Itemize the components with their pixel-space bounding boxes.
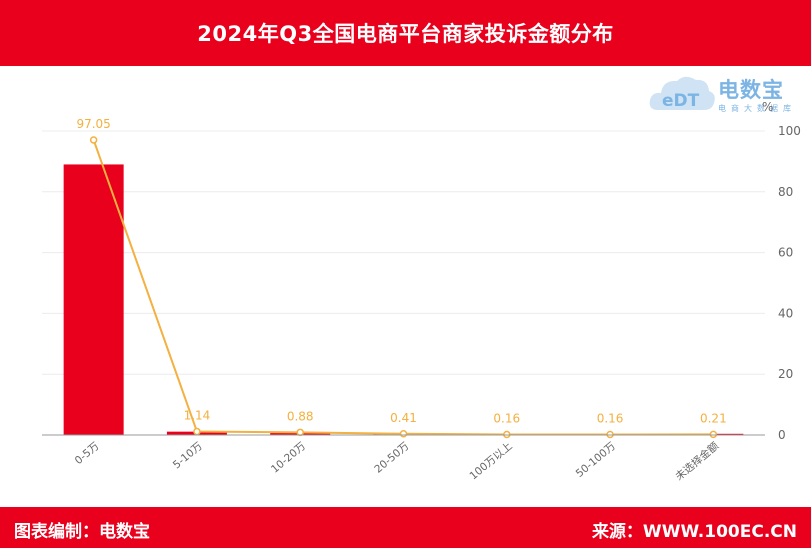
data-label: 0.16 bbox=[597, 412, 624, 426]
footer-banner: 图表编制：电数宝 来源：WWW.100EC.CN bbox=[0, 507, 811, 548]
line-point bbox=[193, 427, 201, 436]
chart-area: 97.05 1.14 0.88 0.41 0.16 0.16 0.21 0 20 40 60 80 1… bbox=[42, 100, 801, 483]
series-line bbox=[92, 139, 714, 436]
logo-name: 电数宝 bbox=[718, 78, 784, 102]
x-tick-label: 0-5万 bbox=[73, 440, 102, 467]
footer-source: 来源：WWW.100EC.CN bbox=[591, 522, 797, 542]
logo: eDT 电数宝 电商大数据库 bbox=[648, 70, 808, 120]
line-point bbox=[709, 430, 718, 439]
header-banner: 2024年Q3全国电商平台商家投诉金额分布 bbox=[0, 0, 811, 66]
chart-title: 2024年Q3全国电商平台商家投诉金额分布 bbox=[197, 22, 614, 46]
logo-subtitle: 电商大数据库 bbox=[718, 104, 796, 113]
axes: 0 20 40 60 80 100 0-5万 5-10万 10-20万 20-50万 100万以上 5… bbox=[42, 124, 801, 483]
data-label: 0.16 bbox=[493, 412, 520, 426]
line-point bbox=[296, 428, 304, 437]
data-label: 0.88 bbox=[287, 409, 314, 423]
data-label: 1.14 bbox=[184, 409, 211, 423]
line-series: 97.05 1.14 0.88 0.41 0.16 0.16 0.21 bbox=[76, 117, 727, 439]
y-tick-label: 100 bbox=[778, 124, 801, 138]
y-axis-unit: % bbox=[762, 100, 773, 114]
footer-credit: 图表编制：电数宝 bbox=[14, 522, 150, 542]
y-tick-label: 40 bbox=[778, 306, 793, 320]
line-point bbox=[89, 136, 98, 144]
x-tick-label: 5-10万 bbox=[171, 440, 205, 471]
x-tick-label: 10-20万 bbox=[269, 440, 308, 476]
logo-mark: eDT bbox=[662, 91, 700, 111]
line-point bbox=[399, 430, 408, 438]
y-tick-label: 80 bbox=[778, 185, 793, 199]
x-tick-label: 20-50万 bbox=[372, 440, 411, 476]
data-label: 0.41 bbox=[390, 411, 417, 425]
data-label: 97.05 bbox=[76, 117, 110, 131]
y-tick-label: 20 bbox=[778, 367, 793, 381]
y-tick-label: 0 bbox=[778, 428, 786, 442]
y-tick-label: 60 bbox=[778, 246, 793, 260]
bar bbox=[63, 164, 124, 435]
x-tick-label: 50-100万 bbox=[574, 440, 618, 480]
data-label: 0.21 bbox=[700, 411, 727, 425]
cloud-logo-icon: eDT bbox=[649, 76, 715, 111]
bar-series bbox=[63, 164, 744, 435]
x-tick-label: 100万以上 bbox=[468, 440, 515, 482]
grid bbox=[42, 130, 765, 375]
x-tick-label: 未选择金额 bbox=[673, 439, 722, 483]
